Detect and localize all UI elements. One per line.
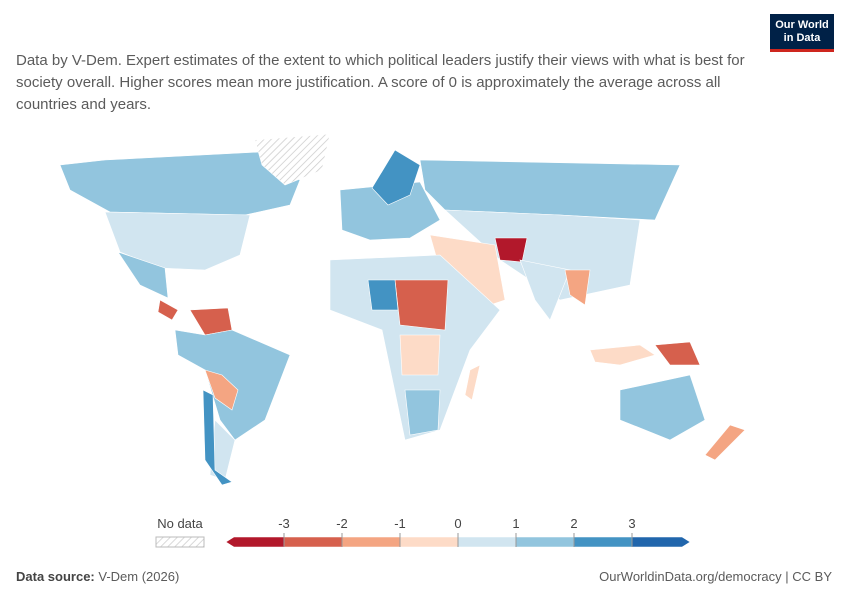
legend-bin	[573, 536, 633, 548]
papua[interactable]	[654, 341, 701, 366]
niger[interactable]	[367, 279, 399, 311]
legend-bin	[399, 536, 459, 548]
usa[interactable]	[104, 211, 251, 271]
legend-tick-label: 2	[570, 516, 577, 531]
legend-bin	[515, 536, 575, 548]
legend-bin	[283, 536, 343, 548]
logo[interactable]: Our World in Data	[770, 14, 834, 52]
legend-tick-label: 1	[512, 516, 519, 531]
countries	[59, 133, 746, 486]
bolivia-paraguay[interactable]	[204, 369, 239, 411]
new-zealand[interactable]	[704, 424, 746, 461]
madagascar[interactable]	[464, 364, 481, 401]
logo-line: Our World	[775, 19, 829, 31]
legend: No data -3 -2 -1 0 1 2 3	[155, 516, 691, 548]
chile[interactable]	[202, 389, 233, 486]
sahel[interactable]	[394, 279, 449, 331]
canada[interactable]	[59, 151, 301, 216]
india[interactable]	[519, 259, 571, 321]
legend-tick-label: -2	[336, 516, 348, 531]
subtitle: Data by V-Dem. Expert estimates of the e…	[16, 52, 745, 113]
central-america[interactable]	[157, 299, 179, 321]
myanmar[interactable]	[564, 269, 591, 306]
afghanistan[interactable]	[494, 237, 528, 263]
southern-africa[interactable]	[404, 389, 441, 436]
source: Data source: V-Dem (2026)	[16, 569, 179, 584]
greenland[interactable]	[254, 133, 331, 186]
no-data-swatch	[155, 536, 205, 548]
legend-bin	[631, 536, 691, 548]
legend-bin	[341, 536, 401, 548]
mexico[interactable]	[117, 251, 169, 299]
legend-bin	[457, 536, 517, 548]
legend-tick-label: 3	[628, 516, 635, 531]
scandinavia[interactable]	[371, 149, 421, 206]
central-africa[interactable]	[399, 334, 441, 376]
legend-tick-label: -1	[394, 516, 406, 531]
logo-line: in Data	[783, 32, 821, 44]
indonesia[interactable]	[589, 344, 656, 366]
map: No data -3 -2 -1 0 1 2 3	[59, 133, 746, 548]
source-name: V-Dem (2026)	[98, 569, 180, 584]
legend-tick-label: 0	[454, 516, 461, 531]
no-data-label: No data	[157, 516, 203, 531]
australia[interactable]	[619, 374, 706, 441]
europe[interactable]	[339, 181, 441, 241]
source-label: Data source:	[16, 569, 95, 584]
url[interactable]: OurWorldinData.org/democracy | CC BY	[599, 569, 832, 584]
legend-bin	[225, 536, 285, 548]
legend-tick-label: -3	[278, 516, 290, 531]
